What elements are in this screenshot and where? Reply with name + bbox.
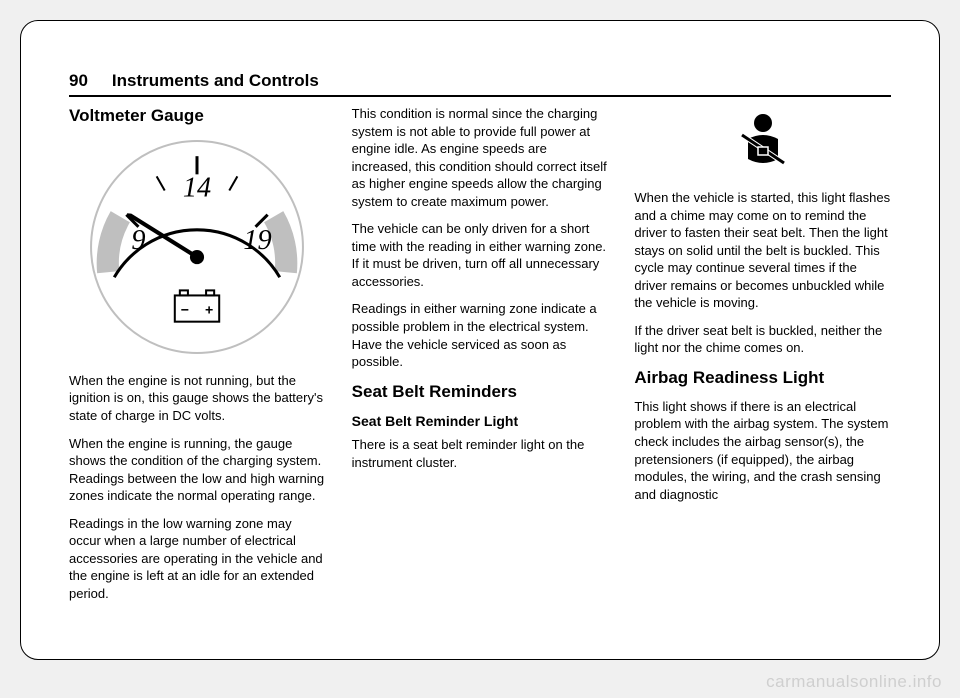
col3-p3: This light shows if there is an electric… [634, 398, 891, 503]
seatbelt-reminder-light-heading: Seat Belt Reminder Light [352, 412, 609, 431]
seatbelt-reminders-heading: Seat Belt Reminders [352, 381, 609, 404]
seatbelt-icon [728, 111, 798, 171]
gauge-label-19: 19 [244, 225, 272, 256]
voltmeter-gauge-image: 14 9 19 − + [86, 136, 308, 358]
col3-p2: If the driver seat belt is buckled, neit… [634, 322, 891, 357]
col1-p2: When the engine is running, the gauge sh… [69, 435, 326, 505]
section-title: Instruments and Controls [112, 71, 319, 91]
column-2: This condition is normal since the charg… [352, 105, 609, 625]
col1-p3: Readings in the low warning zone may occ… [69, 515, 326, 603]
col1-p1: When the engine is not running, but the … [69, 372, 326, 425]
column-1: Voltmeter Gauge 14 9 [69, 105, 326, 625]
col2-p3: Readings in either warning zone indicate… [352, 300, 609, 370]
gauge-label-9: 9 [132, 225, 146, 256]
page-header: 90 Instruments and Controls [69, 71, 891, 97]
content-columns: Voltmeter Gauge 14 9 [69, 105, 891, 625]
col2-p4: There is a seat belt reminder light on t… [352, 436, 609, 471]
watermark: carmanualsonline.info [766, 672, 942, 692]
battery-plus: + [205, 302, 213, 318]
voltmeter-heading: Voltmeter Gauge [69, 105, 326, 128]
col2-p2: The vehicle can be only driven for a sho… [352, 220, 609, 290]
manual-page: 90 Instruments and Controls Voltmeter Ga… [20, 20, 940, 660]
col3-p1: When the vehicle is started, this light … [634, 189, 891, 312]
battery-minus: − [181, 302, 189, 318]
page-number: 90 [69, 71, 88, 91]
airbag-readiness-heading: Airbag Readiness Light [634, 367, 891, 390]
gauge-label-14: 14 [183, 172, 211, 203]
column-3: When the vehicle is started, this light … [634, 105, 891, 625]
col2-p1: This condition is normal since the charg… [352, 105, 609, 210]
